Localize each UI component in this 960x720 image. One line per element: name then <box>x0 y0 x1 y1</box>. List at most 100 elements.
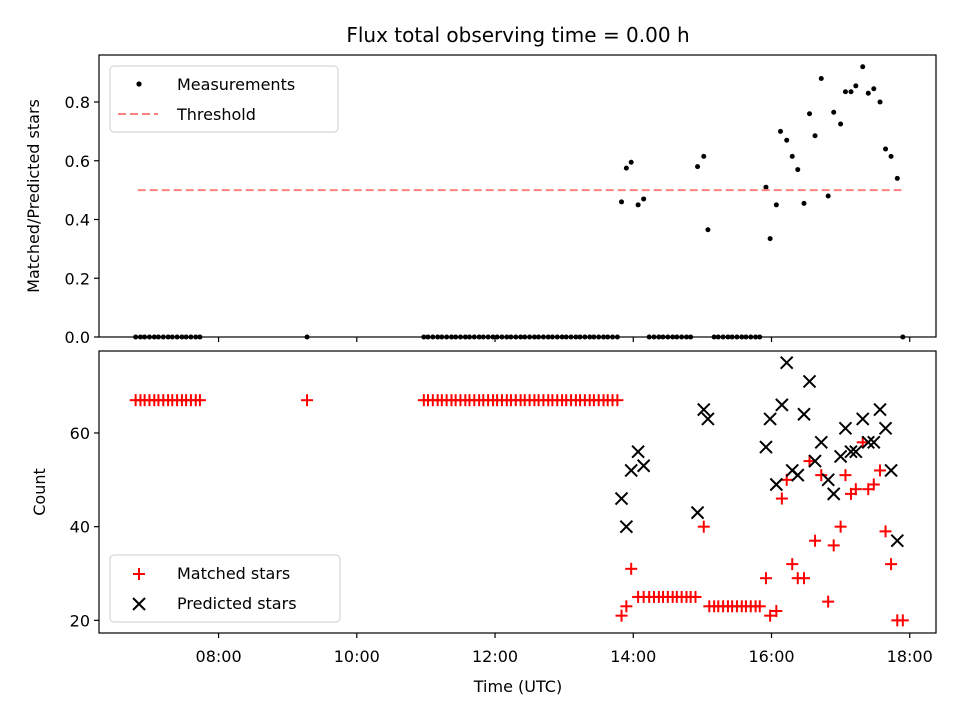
matched-stars-point <box>193 394 206 407</box>
measurements-point <box>894 175 900 181</box>
bottom-plot-marks <box>129 356 909 627</box>
matched-stars-point <box>879 525 892 538</box>
top-y-axis-label: Matched/Predicted stars <box>24 99 43 293</box>
measurements-point <box>842 89 848 95</box>
bottom-x-tick-label: 12:00 <box>472 647 518 666</box>
bottom-y-tick-label: 40 <box>70 518 90 537</box>
legend-matched-label: Matched stars <box>177 564 290 583</box>
matched-stars-point <box>775 492 788 505</box>
matched-stars-point <box>885 558 898 571</box>
measurements-point <box>784 137 790 143</box>
predicted-stars-point <box>890 534 905 548</box>
predicted-stars-point <box>833 449 848 464</box>
measurements-point <box>789 153 795 159</box>
predicted-stars-point <box>849 445 863 459</box>
bottom-x-tick-label: 18:00 <box>887 647 933 666</box>
matched-stars-point <box>786 558 799 571</box>
predicted-stars-point <box>614 491 629 506</box>
bottom-y-tick-label: 20 <box>70 611 90 630</box>
bottom-legend: Matched stars Predicted stars <box>109 554 341 623</box>
matched-stars-point <box>615 609 628 622</box>
predicted-stars-point <box>631 445 645 459</box>
predicted-stars-point <box>763 412 777 426</box>
predicted-stars-point <box>791 468 805 482</box>
measurements-point <box>641 196 647 202</box>
predicted-stars-point <box>759 440 773 454</box>
predicted-stars-point <box>814 435 828 450</box>
predicted-stars-point <box>690 505 705 520</box>
predicted-stars-point <box>844 445 858 459</box>
legend-measurements-marker <box>136 81 142 87</box>
measurements-point <box>848 89 854 95</box>
top-axes-frame <box>98 54 937 338</box>
predicted-stars-point <box>775 398 789 412</box>
legend-measurements-label: Measurements <box>177 75 295 94</box>
measurements-point <box>825 193 831 199</box>
matched-stars-point <box>753 600 766 613</box>
matched-stars-point <box>874 464 887 477</box>
predicted-stars-point <box>856 412 870 426</box>
matched-stars-point <box>809 534 822 547</box>
x-axis-label: Time (UTC) <box>473 677 562 696</box>
matched-stars-point <box>839 469 852 482</box>
matched-stars-point <box>849 483 862 496</box>
predicted-stars-point <box>619 519 634 534</box>
matched-stars-point <box>803 455 816 468</box>
predicted-stars-point <box>878 421 893 435</box>
measurements-point <box>701 153 707 159</box>
measurements-point <box>807 111 813 117</box>
matched-stars-point <box>896 614 909 627</box>
predicted-stars-point <box>697 402 711 417</box>
top-y-tick-label: 0.6 <box>65 152 90 171</box>
legend-predicted-marker <box>132 597 146 611</box>
matched-stars-point <box>822 595 835 608</box>
measurements-point <box>831 109 837 115</box>
top-legend-box <box>109 65 339 133</box>
measurements-point <box>865 90 871 96</box>
top-legend: Measurements Threshold <box>109 65 339 133</box>
predicted-stars-point <box>808 454 822 468</box>
legend-predicted-label: Predicted stars <box>177 594 297 613</box>
predicted-stars-point <box>636 459 651 473</box>
bottom-y-tick-label: 60 <box>70 424 90 443</box>
measurements-point <box>801 200 807 206</box>
measurements-point <box>628 159 634 165</box>
bottom-y-axis-label: Count <box>30 468 49 516</box>
bottom-x-tick-label: 10:00 <box>334 647 380 666</box>
measurements-point <box>773 202 779 208</box>
matched-stars-point <box>815 469 828 482</box>
top-panel: 0.00.20.40.60.8 Matched/Predicted stars … <box>24 54 937 347</box>
matched-stars-point <box>770 604 783 617</box>
predicted-stars-point <box>827 487 841 501</box>
predicted-stars-point <box>769 477 784 492</box>
measurements-point <box>777 128 783 134</box>
matched-stars-point <box>856 436 869 449</box>
measurements-point <box>860 64 866 70</box>
legend-matched-marker <box>133 568 145 580</box>
predicted-stars-point <box>867 435 881 450</box>
measurements-point <box>871 86 877 92</box>
top-axes: 0.0 0.2 0.4 0.6 0.8 <box>65 93 911 347</box>
predicted-stars-point <box>884 463 898 478</box>
bottom-x-tick-label: 16:00 <box>748 647 794 666</box>
matched-stars-point <box>827 539 840 552</box>
measurements-point <box>635 202 641 208</box>
predicted-stars-point <box>873 402 887 417</box>
bottom-x-tick-label: 08:00 <box>196 647 242 666</box>
measurements-point <box>623 165 629 171</box>
matched-stars-point <box>301 394 314 407</box>
bottom-legend-box <box>109 554 341 623</box>
measurements-point <box>795 167 801 173</box>
bottom-x-tick-label: 14:00 <box>610 647 656 666</box>
measurements-point <box>888 153 894 159</box>
matched-stars-point <box>759 572 772 585</box>
measurements-point <box>818 76 824 81</box>
bottom-panel: 20 40 60 08:00 10:00 12:00 14:00 16:00 18:00 Cou… <box>30 350 937 696</box>
top-y-tick-label: 0.2 <box>65 269 90 288</box>
measurements-point <box>619 199 625 205</box>
bottom-axes: 20 40 60 08:00 10:00 12:00 14:00 16:00 18:00 <box>70 424 933 666</box>
matched-stars-point <box>697 520 710 533</box>
predicted-stars-point <box>802 374 817 389</box>
figure-title: Flux total observing time = 0.00 h <box>346 23 689 47</box>
